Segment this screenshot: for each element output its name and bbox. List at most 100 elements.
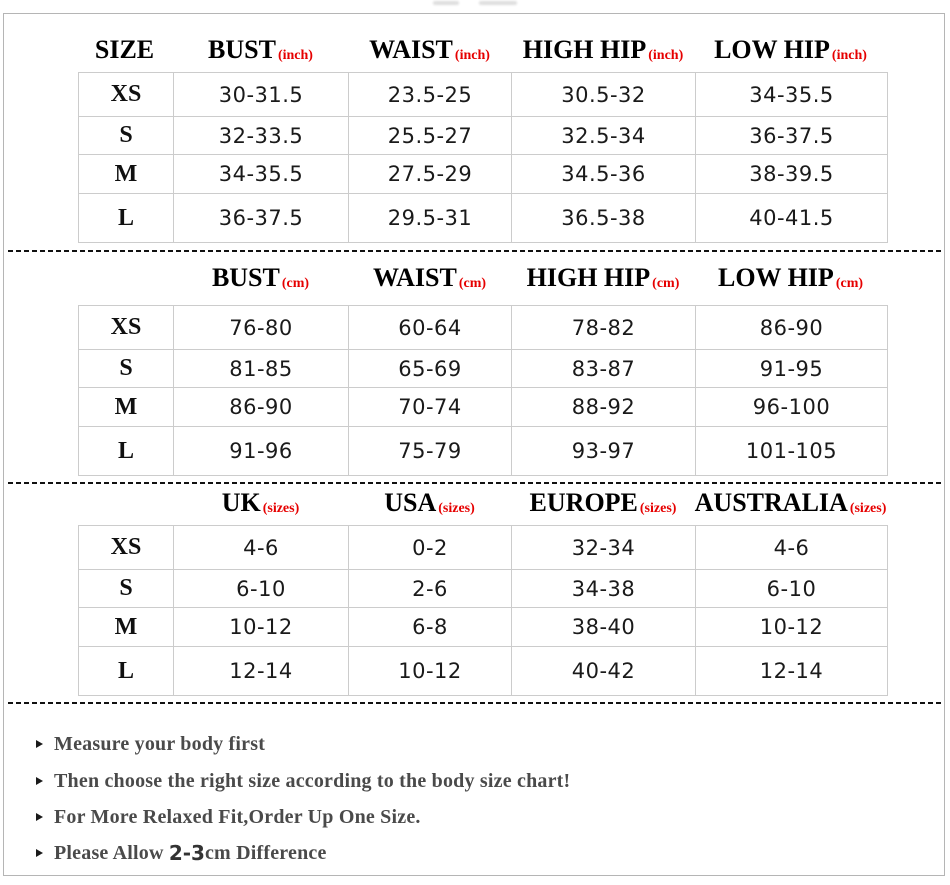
header-label: UK xyxy=(221,488,261,517)
table-cell: 91-95 xyxy=(696,350,887,388)
table-cell: 6-10 xyxy=(174,570,349,608)
cell-value: 38-39.5 xyxy=(749,162,834,186)
cell-value: 91-96 xyxy=(229,439,293,463)
table-cell: 83-87 xyxy=(512,350,696,388)
column-header-low-hip: LOW HIP (cm) xyxy=(695,261,886,295)
column-header-bust: BUST (cm) xyxy=(173,261,348,295)
table-cell: 81-85 xyxy=(174,350,349,388)
cell-value: 36.5-38 xyxy=(561,206,646,230)
size-label: XS xyxy=(110,81,142,107)
table-cell: L xyxy=(79,194,174,242)
table-cell: S xyxy=(79,117,174,155)
table-cell: 10-12 xyxy=(696,608,887,647)
table-cell: 36.5-38 xyxy=(512,194,696,242)
table-cell: 32.5-34 xyxy=(512,117,696,155)
cell-value: 86-90 xyxy=(759,315,824,340)
cell-value: 34-35.5 xyxy=(749,82,834,107)
cell-value: 4-6 xyxy=(773,535,810,560)
header-unit: (sizes) xyxy=(262,501,300,516)
cell-value: 30.5-32 xyxy=(561,82,646,107)
column-header-low-hip: LOW HIP (inch) xyxy=(695,33,886,67)
table-cell: S xyxy=(79,570,174,608)
size-label: L xyxy=(117,204,134,231)
cell-value: 12-14 xyxy=(229,659,293,683)
note-item: Please Allow 2-3 cm Difference xyxy=(36,841,327,865)
header-unit: (sizes) xyxy=(438,501,475,516)
column-header-size: SIZE xyxy=(78,33,173,67)
column-header-waist: WAIST (cm) xyxy=(348,261,511,295)
cell-value: 36-37.5 xyxy=(218,206,304,230)
size-label: L xyxy=(117,657,134,684)
header-label: WAIST xyxy=(372,263,457,292)
cell-value: 78-82 xyxy=(571,315,636,340)
column-header-bust: BUST (inch) xyxy=(173,33,348,67)
cell-value: 34-35.5 xyxy=(218,162,304,186)
column-header-empty xyxy=(78,486,173,520)
cell-value: 6-10 xyxy=(236,576,286,601)
table-cell: 29.5-31 xyxy=(349,194,512,242)
table-cell: 2-6 xyxy=(349,570,512,608)
header-label: USA xyxy=(384,488,437,517)
cell-value: 6-10 xyxy=(766,576,817,601)
cell-value: 32.5-34 xyxy=(561,123,646,148)
note-text: Measure your body first xyxy=(54,732,266,755)
column-header-uk: UK (sizes) xyxy=(173,486,348,520)
table-cell: 34-35.5 xyxy=(696,73,887,117)
size-label: XS xyxy=(110,534,142,560)
cell-value: 2-6 xyxy=(412,576,448,601)
dashed-divider xyxy=(8,250,942,252)
cell-value: 0-2 xyxy=(412,535,448,560)
header-label: LOW HIP xyxy=(714,35,830,64)
column-header-australia: AUSTRALIA (sizes) xyxy=(695,486,887,520)
header-label: SIZE xyxy=(94,35,155,64)
cell-value: 96-100 xyxy=(752,395,831,419)
cell-value: 83-87 xyxy=(571,356,636,381)
header-unit: (cm) xyxy=(458,276,487,291)
cell-value: 101-105 xyxy=(745,439,838,463)
table-cell: L xyxy=(79,427,174,475)
header-unit: (inch) xyxy=(831,48,867,63)
cell-value: 91-95 xyxy=(759,356,824,381)
note-item: Measure your body first xyxy=(36,732,265,756)
header-unit: (inch) xyxy=(648,48,684,63)
cell-value: 10-12 xyxy=(229,615,293,639)
table-cell: 30.5-32 xyxy=(512,73,696,117)
size-label: XS xyxy=(110,314,142,340)
table-cell: L xyxy=(79,647,174,695)
cell-value: 23.5-25 xyxy=(387,82,473,107)
table-cell: 40-41.5 xyxy=(696,194,887,242)
cell-value: 60-64 xyxy=(398,315,462,340)
table-cell: 12-14 xyxy=(174,647,349,695)
table-cell: 36-37.5 xyxy=(174,194,349,242)
table-cell: 91-96 xyxy=(174,427,349,475)
table-cell: 12-14 xyxy=(696,647,887,695)
table-cell: 10-12 xyxy=(349,647,512,695)
column-header-high-hip: HIGH HIP (cm) xyxy=(511,261,695,295)
table-cell: 6-10 xyxy=(696,570,887,608)
table-cell: 38-39.5 xyxy=(696,155,887,194)
table-cell: 88-92 xyxy=(512,388,696,427)
size-table-international: XS 4-6 0-2 32-34 4-6 S 6-10 2-6 34-38 6-… xyxy=(78,525,888,696)
header-row-cm: BUST (cm) WAIST (cm) HIGH HIP (cm) LOW HIP(… xyxy=(78,261,888,295)
table-cell: 76-80 xyxy=(174,306,349,350)
header-unit: (cm) xyxy=(652,276,680,291)
cell-value: 75-79 xyxy=(398,439,462,463)
size-label: M xyxy=(114,393,138,420)
table-cell: 25.5-27 xyxy=(349,117,512,155)
header-unit: (inch) xyxy=(454,48,490,63)
bullet-triangle-icon xyxy=(36,740,43,748)
cell-value: 86-90 xyxy=(229,395,293,419)
note-item: For More Relaxed Fit,Order Up One Size. xyxy=(36,805,421,829)
table-cell: S xyxy=(79,350,174,388)
table-cell: 32-33.5 xyxy=(174,117,349,155)
table-cell: 30-31.5 xyxy=(174,73,349,117)
size-label: M xyxy=(114,613,138,640)
size-label: S xyxy=(119,355,133,381)
table-cell: M xyxy=(79,388,174,427)
table-cell: XS xyxy=(79,526,174,570)
table-cell: 78-82 xyxy=(512,306,696,350)
header-label: BUST xyxy=(208,35,276,64)
bullet-triangle-icon xyxy=(36,813,43,821)
column-header-waist: WAIST (inch) xyxy=(348,33,511,67)
size-table-cm: XS 76-80 60-64 78-82 86-90 S 81-85 65-69… xyxy=(78,305,888,476)
